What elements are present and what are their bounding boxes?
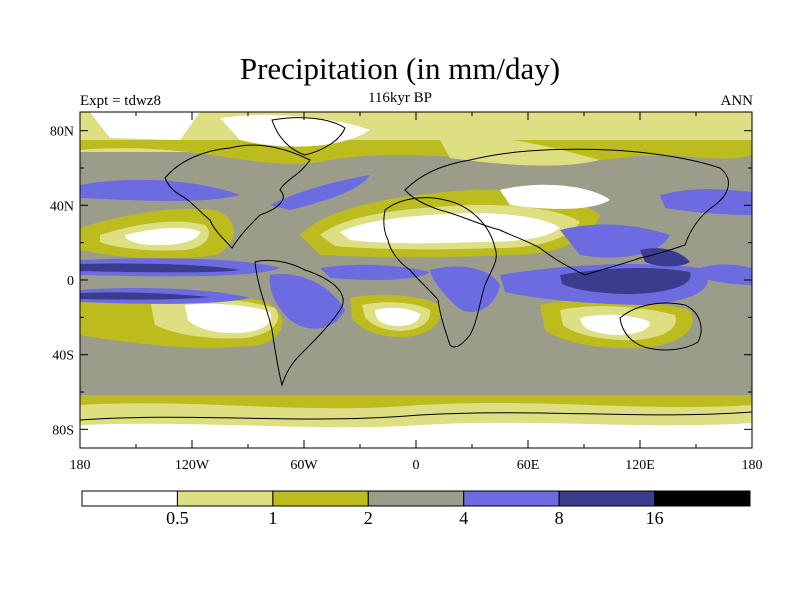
npac-storm-track [80,179,240,202]
north-america-outline [164,144,311,249]
lat-tick-label: 40N [50,199,74,214]
colorbar-swatch [654,490,751,507]
lon-tick-label: 60W [290,458,318,473]
wpac-core [640,248,690,267]
atlantic-itcz [320,264,430,280]
arctic-dry-1 [90,112,200,140]
lon-tick-label: 180 [70,458,91,473]
amazon-wet [269,274,345,329]
east-asia-wet [560,224,670,258]
sahara-dry [340,213,560,244]
spcz-core [80,292,210,300]
precip-field [80,112,752,448]
lon-tick-label: 180 [742,458,763,473]
eurasia-outline [404,148,729,276]
lon-tick-label: 120W [175,458,210,473]
lat-tick-label: 40S [52,349,74,364]
satl-dry [375,307,420,326]
australia-outline [619,302,702,351]
map-axes: 180 120W 60W 0 60E 120E 180 80N 40N 0 40S 80S [50,112,763,473]
sind-dry [580,314,650,335]
natl-storm-track [270,175,370,210]
wpac-wet [700,264,752,285]
colorbar-label: 4 [459,508,468,528]
npac-subtrop-dry [125,227,200,246]
wpac-storm-track [660,188,752,215]
africa-outline [383,197,497,348]
colorbar-label: 0.5 [166,508,189,528]
colorbar-label: 8 [555,508,564,528]
lon-tick-label: 60E [517,458,540,473]
map-title: Precipitation (in mm/day) [239,51,561,86]
africa-wet [430,266,500,313]
greenland-outline [271,117,346,156]
colorbar-swatch [367,490,465,507]
experiment-label: Expt = tdwz8 [80,93,161,109]
colorbar-label: 16 [646,508,664,528]
colorbar: 0.5 1 2 4 8 16 [81,490,751,528]
south-america-outline [254,259,344,387]
colorbar-swatch [272,490,369,507]
itcz-pacific-core [80,263,240,273]
colorbar-swatch [558,490,656,507]
maritime-continent-core [560,268,691,294]
greenland-dry [220,115,370,147]
colorbar-label: 1 [268,508,277,528]
lat-tick-label: 80S [52,423,74,438]
season-label: ANN [720,93,754,109]
spac-dry [185,303,271,334]
colorbar-swatch [176,490,274,507]
lat-tick-label: 0 [67,274,74,289]
lon-tick-label: 0 [413,458,420,473]
coastlines [80,117,752,421]
map-subtitle: 116kyr BP [367,90,433,106]
colorbar-swatch [81,490,178,507]
colorbar-swatch [463,490,560,507]
lat-tick-label: 80N [50,125,74,140]
lon-tick-label: 120E [625,458,655,473]
antarctic-dry [80,422,752,448]
colorbar-label: 2 [364,508,373,528]
antarctica-outline [80,411,752,421]
central-asia-dry [500,184,610,209]
